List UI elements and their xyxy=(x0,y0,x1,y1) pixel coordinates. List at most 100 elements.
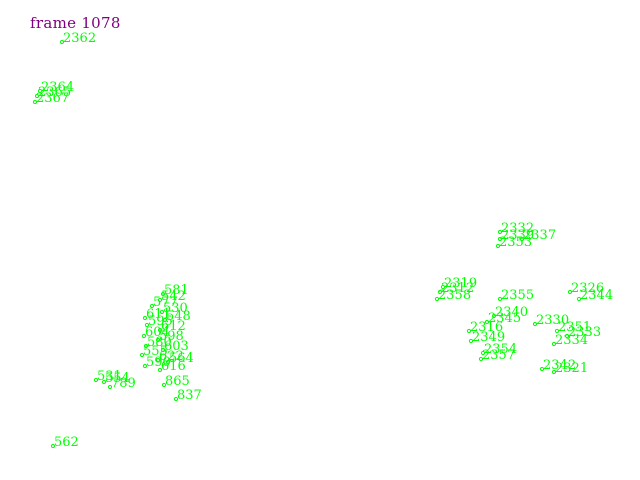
annotation-point xyxy=(440,284,446,290)
annotation-marker: 548 xyxy=(162,309,191,324)
annotation-marker: 555 xyxy=(139,344,168,359)
annotation-id-label: 2340 xyxy=(495,305,528,320)
annotation-point xyxy=(484,319,490,325)
annotation-marker: 542 xyxy=(157,289,186,304)
annotation-id-label: 2354 xyxy=(484,342,517,357)
annotation-id-label: 2332 xyxy=(501,221,534,236)
annotation-marker: 580 xyxy=(143,335,172,350)
annotation-marker: 2365 xyxy=(34,85,71,100)
annotation-marker: 2326 xyxy=(567,281,604,296)
annotation-id-label: 2326 xyxy=(571,281,604,296)
annotation-marker: 789 xyxy=(107,376,136,391)
annotation-id-label: 555 xyxy=(143,344,168,359)
annotation-marker: 2337 xyxy=(519,228,556,243)
annotation-point xyxy=(165,359,171,365)
annotation-point xyxy=(155,337,161,343)
annotation-id-label: 616 xyxy=(161,359,186,374)
annotation-marker: 2349 xyxy=(468,330,505,345)
annotation-id-label: 530 xyxy=(163,301,188,316)
annotation-point xyxy=(173,396,179,402)
annotation-marker: 2362 xyxy=(59,31,96,46)
annotation-marker: 2332 xyxy=(497,221,534,236)
annotation-id-label: 2345 xyxy=(488,311,521,326)
annotation-point xyxy=(37,88,43,94)
annotation-marker: 2333 xyxy=(564,325,601,340)
annotation-id-label: 2312 xyxy=(441,281,474,296)
annotation-point xyxy=(157,367,163,373)
annotation-id-label: 2357 xyxy=(482,348,515,363)
annotation-id-label: 577 xyxy=(153,295,178,310)
annotation-id-label: 865 xyxy=(165,374,190,389)
annotation-marker: 2345 xyxy=(484,311,521,326)
annotation-marker: 2358 xyxy=(434,288,471,303)
annotation-point xyxy=(32,99,38,105)
annotation-point xyxy=(468,338,474,344)
annotation-point xyxy=(149,303,155,309)
annotation-point xyxy=(50,443,56,449)
annotation-id-label: 2319 xyxy=(444,276,477,291)
annotation-point xyxy=(495,243,501,249)
annotation-marker: 2367 xyxy=(32,91,69,106)
annotation-marker: 581 xyxy=(160,283,189,298)
annotation-marker: 2355 xyxy=(497,288,534,303)
annotation-id-label: 622 xyxy=(159,349,184,364)
annotation-marker: 2330 xyxy=(532,313,569,328)
annotation-id-label: 598 xyxy=(159,329,184,344)
annotation-point xyxy=(93,377,99,383)
annotation-marker: 616 xyxy=(157,359,186,374)
annotation-point xyxy=(142,363,148,369)
annotation-point xyxy=(497,236,503,242)
annotation-id-label: 612 xyxy=(161,319,186,334)
annotation-id-label: 595 xyxy=(148,314,173,329)
annotation-id-label: 603 xyxy=(164,339,189,354)
annotation-point xyxy=(491,313,497,319)
annotation-marker: 564 xyxy=(165,351,194,366)
annotation-marker: 2342 xyxy=(539,358,576,373)
annotation-id-label: 590 xyxy=(146,355,171,370)
annotation-marker: 2354 xyxy=(480,342,517,357)
annotation-marker: 603 xyxy=(160,339,189,354)
annotation-marker: 622 xyxy=(155,349,184,364)
annotation-id-label: 2342 xyxy=(543,358,576,373)
annotation-point xyxy=(564,333,570,339)
annotation-id-label: 2316 xyxy=(470,320,503,335)
annotation-id-label: 2358 xyxy=(438,288,471,303)
annotation-marker: 2316 xyxy=(466,320,503,335)
annotation-id-label: 2339 xyxy=(501,228,534,243)
annotation-point xyxy=(144,322,150,328)
annotation-point xyxy=(434,296,440,302)
annotation-id-label: 2367 xyxy=(36,91,69,106)
annotation-point xyxy=(160,291,166,297)
annotation-marker: 612 xyxy=(157,319,186,334)
annotation-point xyxy=(551,341,557,347)
annotation-marker: 595 xyxy=(144,314,173,329)
annotation-point xyxy=(478,356,484,362)
annotation-id-label: 2337 xyxy=(523,228,556,243)
annotation-marker: 577 xyxy=(149,295,178,310)
annotation-id-label: 548 xyxy=(166,309,191,324)
annotation-id-label: 554 xyxy=(105,371,130,386)
annotation-point xyxy=(567,289,573,295)
annotation-point xyxy=(157,297,163,303)
annotation-id-label: 837 xyxy=(177,388,202,403)
annotation-id-label: 581 xyxy=(164,283,189,298)
annotation-point xyxy=(157,327,163,333)
annotation-point xyxy=(34,93,40,99)
annotation-point xyxy=(532,321,538,327)
annotation-marker: 530 xyxy=(159,301,188,316)
annotation-point xyxy=(539,366,545,372)
annotation-marker: 837 xyxy=(173,388,202,403)
annotation-marker: 2319 xyxy=(440,276,477,291)
annotation-id-label: 2334 xyxy=(555,333,588,348)
annotation-marker: 562 xyxy=(50,435,79,450)
annotation-marker: 2312 xyxy=(437,281,474,296)
annotation-point xyxy=(576,296,582,302)
annotation-point xyxy=(162,317,168,323)
annotation-id-label: 2351 xyxy=(558,320,591,335)
annotation-id-label: 2365 xyxy=(38,85,71,100)
annotation-marker: 2321 xyxy=(551,361,588,376)
annotation-point xyxy=(160,347,166,353)
annotation-marker: 2353 xyxy=(495,235,532,250)
annotation-point xyxy=(497,296,503,302)
